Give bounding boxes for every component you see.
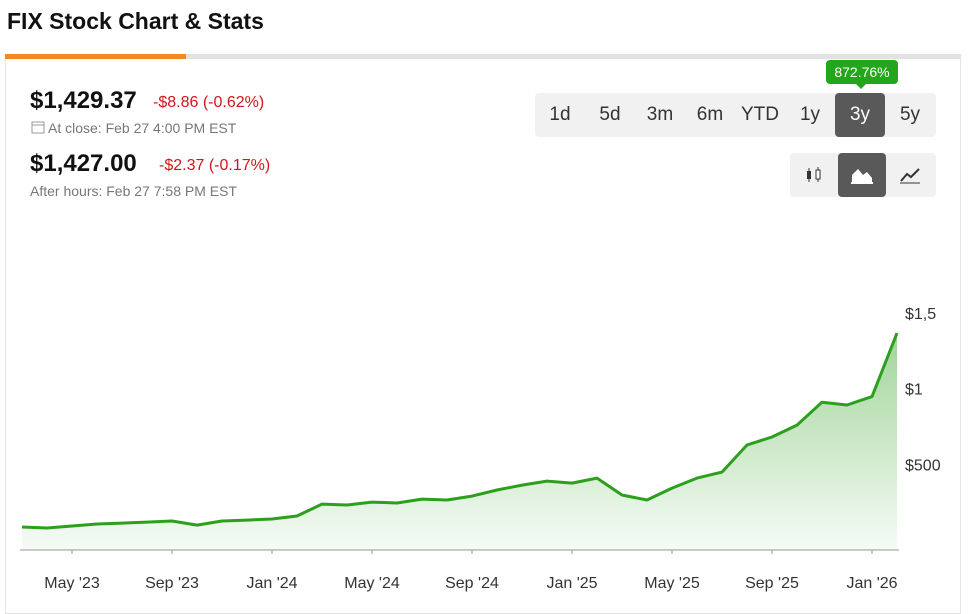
- chart: $1,5 $1 $500 May '23 Sep '23 Jan '24 May '24 Se…: [20, 306, 941, 592]
- range-selector: 1d 5d 3m 6m YTD 1y 3y 5y: [535, 93, 936, 137]
- chart-type-selector: [790, 153, 936, 197]
- range-button[interactable]: 5d: [599, 104, 621, 125]
- x-tick-label: Jan '26: [846, 575, 897, 592]
- range-button[interactable]: 1d: [549, 104, 571, 125]
- x-tick-label: Jan '24: [246, 575, 297, 592]
- range-button[interactable]: 5y: [899, 104, 921, 125]
- page: FIX Stock Chart & Stats $1,429.37 -$8.86…: [5, 8, 961, 614]
- badge-pointer: [855, 83, 867, 89]
- x-tick-label: May '25: [644, 575, 700, 592]
- candlestick-icon: [807, 167, 821, 182]
- close-time: At close: Feb 27 4:00 PM EST: [48, 120, 237, 136]
- y-tick-label: $500: [905, 457, 941, 474]
- after-hours-price: $1,427.00: [30, 150, 137, 177]
- range-button[interactable]: 6m: [696, 104, 724, 125]
- price-change: -$8.86 (-0.62%): [153, 94, 265, 111]
- card-top-border: [5, 54, 961, 59]
- x-tick-label: May '23: [44, 575, 100, 592]
- card-accent: [5, 54, 186, 59]
- calendar-icon: [31, 121, 45, 134]
- area-icon: [851, 169, 873, 184]
- x-tick-label: May '24: [344, 575, 400, 592]
- area-button[interactable]: [838, 153, 886, 197]
- range-button[interactable]: 1y: [799, 104, 821, 125]
- x-tick-label: Jan '25: [546, 575, 597, 592]
- after-hours-change: -$2.37 (-0.17%): [159, 157, 271, 174]
- range-button[interactable]: YTD: [741, 104, 779, 125]
- range-button[interactable]: 3y: [835, 93, 885, 137]
- y-tick-label: $1: [905, 382, 923, 399]
- x-tick-label: Sep '25: [745, 575, 799, 592]
- area-fill: [22, 333, 897, 550]
- y-tick-label: $1,5: [905, 306, 936, 323]
- price: $1,429.37: [30, 87, 137, 114]
- line-icon: [900, 168, 920, 184]
- line-button[interactable]: [886, 153, 934, 197]
- x-tick-label: Sep '23: [145, 575, 199, 592]
- range-button[interactable]: 3m: [646, 104, 674, 125]
- after-hours-time: After hours: Feb 27 7:58 PM EST: [30, 183, 237, 199]
- page-title: FIX Stock Chart & Stats: [7, 8, 264, 34]
- candlestick-button[interactable]: [790, 153, 838, 197]
- price-line: [21, 332, 899, 530]
- x-tick-label: Sep '24: [445, 575, 499, 592]
- range-return-badge: 872.76%: [826, 60, 898, 84]
